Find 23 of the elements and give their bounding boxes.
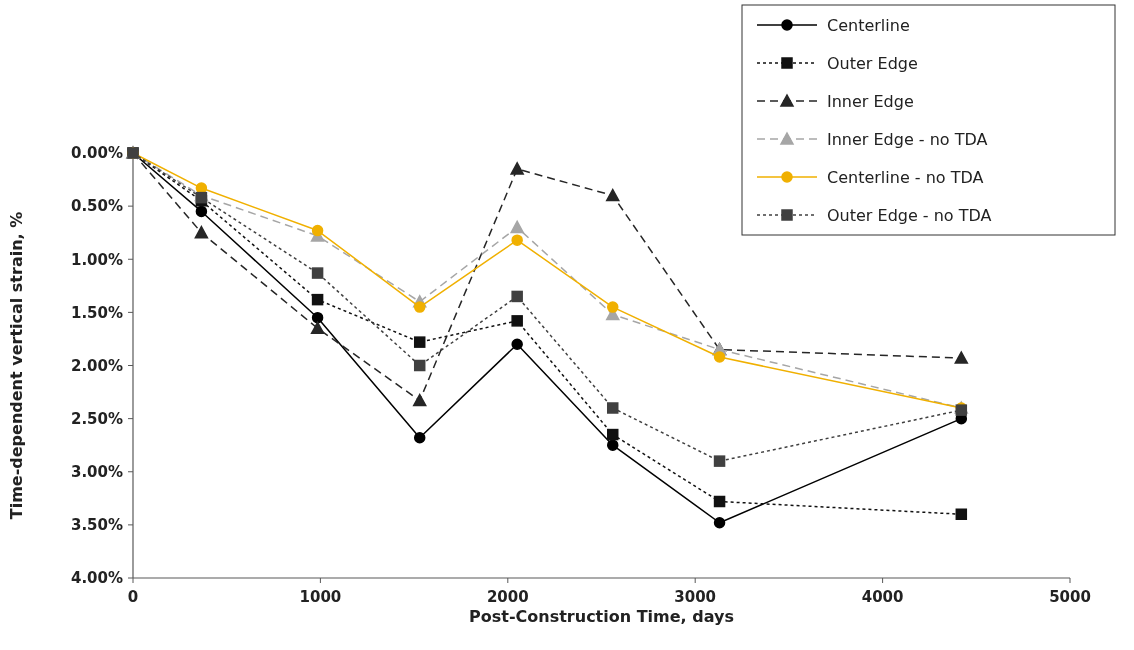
y-tick-label: 3.00%: [70, 463, 123, 481]
y-tick-label: 3.50%: [70, 516, 123, 535]
y-tick-label: 4.00%: [70, 569, 123, 588]
y-tick-label: 0.00%: [70, 144, 123, 163]
legend-label: Inner Edge - no TDA: [827, 129, 988, 149]
y-tick-label: 1.00%: [70, 250, 123, 269]
x-tick-label: 2000: [486, 588, 529, 606]
y-tick-label: 0.50%: [70, 197, 123, 216]
y-axis-title: Time-dependent vertical strain, %: [7, 211, 26, 520]
y-tick-label: 1.50%: [70, 303, 123, 322]
legend-label: Centerline: [827, 15, 910, 35]
y-tick-label: 2.50%: [70, 409, 123, 428]
x-axis-title: Post-Construction Time, days: [469, 607, 734, 626]
legend-label: Outer Edge: [827, 53, 918, 73]
x-tick-label: 3000: [674, 588, 717, 606]
legend-label: Outer Edge - no TDA: [827, 205, 992, 225]
legend-label: Centerline - no TDA: [827, 167, 984, 187]
x-tick-label: 4000: [861, 588, 904, 606]
x-tick-label: 5000: [1049, 588, 1091, 606]
legend-label: Inner Edge: [827, 91, 914, 111]
y-tick-label: 2.00%: [70, 356, 123, 375]
x-tick-label: 0: [127, 588, 139, 606]
x-tick-label: 1000: [299, 588, 342, 606]
